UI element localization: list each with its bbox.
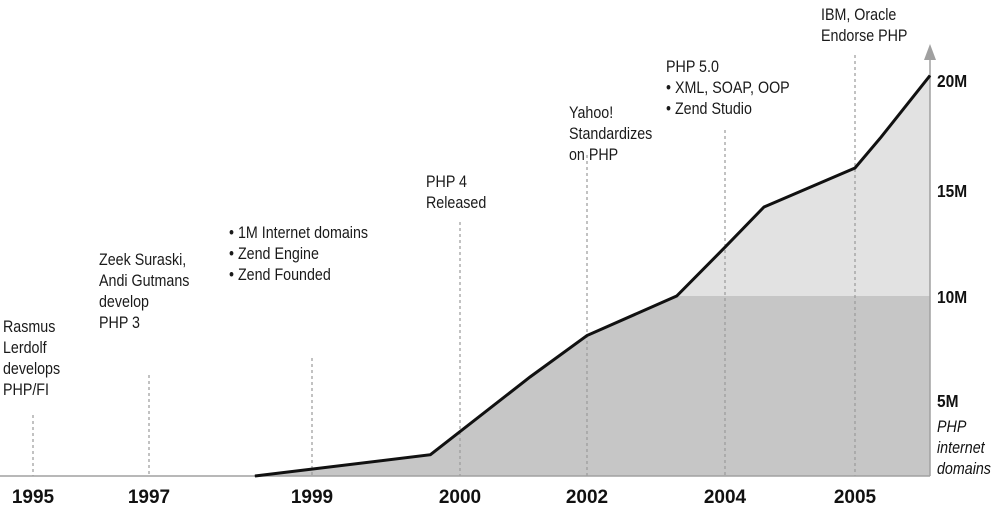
area-fill-lower	[254, 296, 930, 476]
annotation-line: • XML, SOAP, OOP	[666, 79, 790, 97]
x-tick-label: 1997	[128, 487, 170, 508]
annotation-line: develops	[3, 360, 60, 378]
y-axis-label-line: PHP	[937, 418, 967, 436]
data-point	[429, 454, 431, 456]
annotation-line: PHP 4	[426, 173, 467, 191]
data-point	[763, 206, 765, 208]
data-point	[854, 167, 856, 169]
y-axis-label: domains	[937, 460, 991, 478]
data-point	[254, 475, 256, 477]
y-axis-arrow-icon	[924, 44, 936, 60]
x-tick-label: 1999	[291, 487, 333, 508]
y-axis-label: internet	[937, 439, 985, 457]
y-axis-label-line: domains	[937, 460, 991, 478]
y-tick-label: 20M	[937, 71, 967, 91]
annotation-2004: PHP 5.0 • XML, SOAP, OOP • Zend Studio	[666, 58, 790, 118]
x-tick-label: 2005	[834, 487, 877, 508]
annotation-line: • Zend Engine	[229, 245, 319, 263]
data-point	[724, 246, 726, 248]
x-tick-label: 2000	[439, 487, 481, 508]
annotation-line: Yahoo!	[569, 104, 613, 122]
data-point	[676, 295, 678, 297]
annotation-line: Standardizes	[569, 125, 652, 143]
y-tick: 10M	[937, 287, 967, 307]
annotation-line: Endorse PHP	[821, 27, 907, 45]
y-tick-label: 10M	[937, 287, 967, 307]
annotation-2002: Yahoo! Standardizes on PHP	[569, 104, 652, 164]
annotation-2005: IBM, Oracle Endorse PHP	[821, 6, 907, 45]
y-axis-label: PHP	[937, 418, 967, 436]
x-tick-label: 1995	[12, 487, 55, 508]
annotation-line: Released	[426, 194, 486, 212]
annotation-line: PHP 3	[99, 314, 140, 332]
x-tick-label: 2002	[566, 487, 608, 508]
data-point	[529, 376, 531, 378]
y-tick: 20M	[937, 71, 967, 91]
data-point	[880, 136, 882, 138]
y-tick: 15M	[937, 181, 967, 201]
annotation-line: PHP/FI	[3, 381, 49, 399]
y-axis-label-line: internet	[937, 439, 985, 457]
annotation-1999: • 1M Internet domains • Zend Engine • Zend…	[229, 224, 368, 284]
y-tick-label: 15M	[937, 181, 967, 201]
annotation-line: • Zend Studio	[666, 100, 752, 118]
annotation-line: Andi Gutmans	[99, 272, 190, 290]
annotation-line: develop	[99, 293, 149, 311]
series-line	[254, 74, 932, 478]
y-tick: 5M	[937, 391, 958, 411]
annotation-line: on PHP	[569, 146, 618, 164]
annotation-line: Rasmus	[3, 318, 55, 336]
data-point	[586, 335, 588, 337]
annotation-line: IBM, Oracle	[821, 6, 897, 24]
annotation-2000: PHP 4 Released	[426, 173, 486, 212]
annotation-line: Zeek Suraski,	[99, 251, 186, 269]
annotation-1995: Rasmus Lerdolf develops PHP/FI	[3, 318, 60, 399]
y-tick-label: 5M	[937, 391, 958, 411]
data-point	[929, 75, 931, 77]
x-tick-label: 2004	[704, 487, 747, 508]
annotation-line: PHP 5.0	[666, 58, 719, 76]
annotation-line: Lerdolf	[3, 339, 47, 357]
annotation-line: • Zend Founded	[229, 266, 331, 284]
annotation-1997: Zeek Suraski, Andi Gutmans develop PHP 3	[99, 251, 190, 332]
annotation-line: • 1M Internet domains	[229, 224, 368, 242]
